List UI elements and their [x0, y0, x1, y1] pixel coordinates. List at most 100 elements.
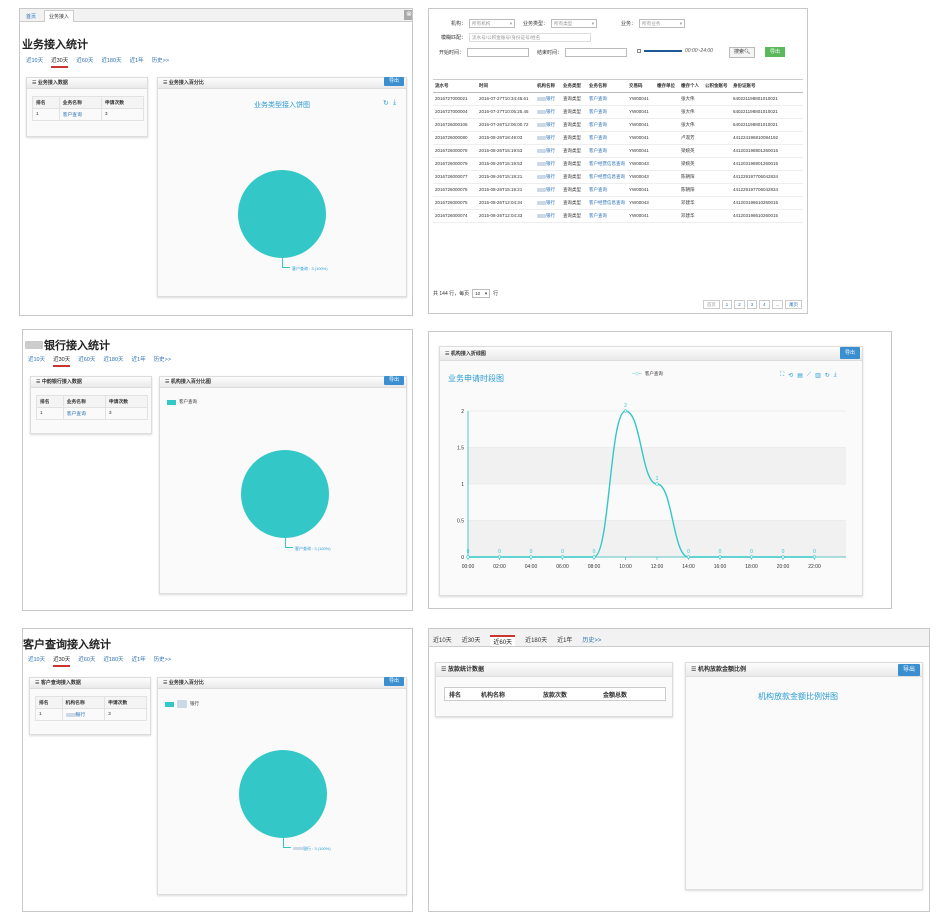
refresh-icon[interactable]: ↻: [383, 100, 389, 107]
page-2[interactable]: 2: [734, 300, 745, 309]
table-row[interactable]: 2016727000004 2016-07-27T10:05:25.45 银行 查询类…: [433, 105, 803, 119]
table-row[interactable]: 2016726000076 2015-08-26T15:19:21 银行 查询类型 客户…: [433, 183, 803, 197]
export-button[interactable]: 导出: [383, 77, 404, 86]
range-tab-180d[interactable]: 近180天: [103, 357, 124, 363]
page-1[interactable]: 1: [721, 300, 733, 309]
export-button[interactable]: 导出: [383, 677, 404, 686]
export-button[interactable]: 导出: [897, 664, 920, 676]
search-button[interactable]: 搜索🔍︎: [729, 47, 756, 58]
download-icon[interactable]: ⤓: [393, 99, 397, 106]
table-cell[interactable]: 客户查询: [587, 131, 627, 145]
range-tab-history[interactable]: 历史>>: [153, 357, 172, 363]
table-cell: [703, 183, 731, 197]
download-icon[interactable]: ⤓: [833, 372, 837, 378]
data-point[interactable]: [686, 555, 691, 559]
data-point[interactable]: [749, 555, 754, 559]
zoom-reset-icon[interactable]: ⟲: [788, 373, 794, 379]
range-tab-60d[interactable]: 近60天: [490, 635, 516, 646]
range-tab-60d[interactable]: 近60天: [78, 357, 96, 363]
slider-track[interactable]: [644, 50, 682, 52]
data-point[interactable]: [781, 555, 785, 559]
table-cell[interactable]: 客户经营信息查询: [587, 196, 627, 210]
table-cell: 查询类型: [561, 118, 587, 132]
data-point[interactable]: [497, 555, 502, 559]
pie-label: 客户查询 : 3 (100%): [292, 266, 328, 271]
table-row[interactable]: 2016726000078 2015-08-26T15:19:53 银行 查询类型 客户…: [433, 144, 803, 158]
table-row[interactable]: 2016726000105 2016-07-26T12:06:00.72 银行 查询类…: [433, 118, 803, 132]
nav-tab-business-access[interactable]: 业务接入: [44, 10, 75, 22]
nav-tab-home[interactable]: 首页: [26, 14, 37, 20]
range-tab-history[interactable]: 历史>>: [582, 638, 602, 644]
table-row[interactable]: 2016726000075 2015-08-26T12:04:34 银行 查询类型 客户…: [433, 196, 803, 210]
data-point[interactable]: [623, 409, 628, 413]
page-last[interactable]: 尾页: [785, 300, 803, 309]
export-button[interactable]: 导出: [839, 347, 860, 359]
page-first[interactable]: 首页: [703, 300, 720, 309]
start-time-input[interactable]: [467, 48, 530, 57]
table-cell[interactable]: 客户查询: [587, 92, 627, 106]
table-row[interactable]: 2016726000077 2015-08-26T15:19:21 银行 查询类型 客户…: [433, 170, 803, 184]
table-cell[interactable]: 客户查询: [587, 118, 627, 132]
range-tab-1y[interactable]: 近1年: [557, 638, 573, 644]
data-label: 0: [593, 549, 596, 555]
data-point[interactable]: [718, 555, 722, 559]
cell-org-link[interactable]: 银行: [61, 708, 106, 721]
table-cell[interactable]: 客户查询: [587, 209, 627, 223]
data-point[interactable]: [592, 555, 596, 559]
table-cell[interactable]: 客户经营信息查询: [587, 170, 627, 184]
close-icon[interactable]: ⊗: [404, 10, 412, 20]
range-tab-30d[interactable]: 近30天: [53, 655, 71, 667]
range-tab-180d[interactable]: 近180天: [525, 638, 548, 644]
page-4[interactable]: 4: [759, 300, 770, 309]
table-row[interactable]: 2016726000079 2015-08-26T15:19:53 银行 查询类型 客户…: [433, 157, 803, 171]
cell-business-link[interactable]: 客户查询: [58, 108, 102, 121]
export-button[interactable]: 导出: [765, 47, 786, 57]
end-time-input[interactable]: [565, 48, 628, 57]
data-zoom-icon[interactable]: ⛶: [780, 372, 785, 378]
range-tab-1y[interactable]: 近1年: [131, 657, 146, 663]
fuzzy-input[interactable]: 流水号/公积金账号/身份证号/姓名: [469, 33, 592, 42]
export-button[interactable]: 导出: [383, 376, 404, 385]
range-tab-60d[interactable]: 近60天: [76, 58, 94, 64]
page-3[interactable]: 3: [746, 300, 758, 309]
range-tab-180d[interactable]: 近180天: [103, 657, 124, 663]
cell-business-link[interactable]: 客户查询: [62, 407, 106, 420]
range-tab-10d[interactable]: 近10天: [28, 657, 46, 663]
data-point[interactable]: [466, 555, 470, 559]
page-size-select[interactable]: 10 ▾: [472, 289, 491, 298]
table-row[interactable]: 2016726000080 2015-08-26T18:49:03 银行 查询类型 客户…: [433, 131, 803, 145]
org-select[interactable]: 所有机构 ▾: [469, 19, 516, 28]
pie-slice-bank[interactable]: [239, 750, 327, 838]
range-tab-60d[interactable]: 近60天: [78, 657, 96, 663]
table-row[interactable]: 2016726000074 2015-08-26T12:04:33 银行 查询类型 客户…: [433, 209, 803, 223]
pie-slice-customer-query[interactable]: [238, 170, 326, 258]
data-point[interactable]: [655, 482, 659, 486]
type-select[interactable]: 所有类型 ▾: [551, 19, 598, 28]
bar-chart-icon[interactable]: ▥: [815, 373, 821, 379]
range-tab-30d[interactable]: 近30天: [461, 638, 481, 644]
range-tab-1y[interactable]: 近1年: [131, 357, 146, 363]
refresh-icon[interactable]: ↻: [824, 373, 830, 379]
table-row[interactable]: 2016727000021 2016-07-27T10:34:45.61 银行 查询类…: [433, 92, 803, 106]
table-cell[interactable]: 客户查询: [587, 105, 627, 119]
line-chart-icon[interactable]: ⟋: [806, 372, 812, 378]
pie-slice-customer-query[interactable]: [241, 450, 329, 538]
range-tab-30d[interactable]: 近30天: [53, 355, 71, 367]
range-tab-history[interactable]: 历史>>: [151, 58, 170, 64]
table-cell[interactable]: 客户经营信息查询: [587, 157, 627, 171]
range-tab-history[interactable]: 历史>>: [153, 657, 172, 663]
slider-handle[interactable]: [637, 49, 641, 53]
data-point[interactable]: [560, 555, 565, 559]
range-tab-10d[interactable]: 近10天: [28, 357, 46, 363]
data-point[interactable]: [529, 555, 533, 559]
range-tab-10d[interactable]: 近10天: [26, 58, 44, 64]
range-tab-1y[interactable]: 近1年: [129, 58, 144, 64]
range-tab-180d[interactable]: 近180天: [101, 58, 122, 64]
business-select[interactable]: 所有业务 ▾: [639, 19, 686, 28]
range-tab-10d[interactable]: 近10天: [433, 638, 452, 644]
table-cell[interactable]: 客户查询: [587, 183, 627, 197]
data-point[interactable]: [812, 555, 817, 559]
data-view-icon[interactable]: ▤: [797, 373, 803, 379]
table-cell[interactable]: 客户查询: [587, 144, 627, 158]
range-tab-30d[interactable]: 近30天: [51, 56, 69, 68]
